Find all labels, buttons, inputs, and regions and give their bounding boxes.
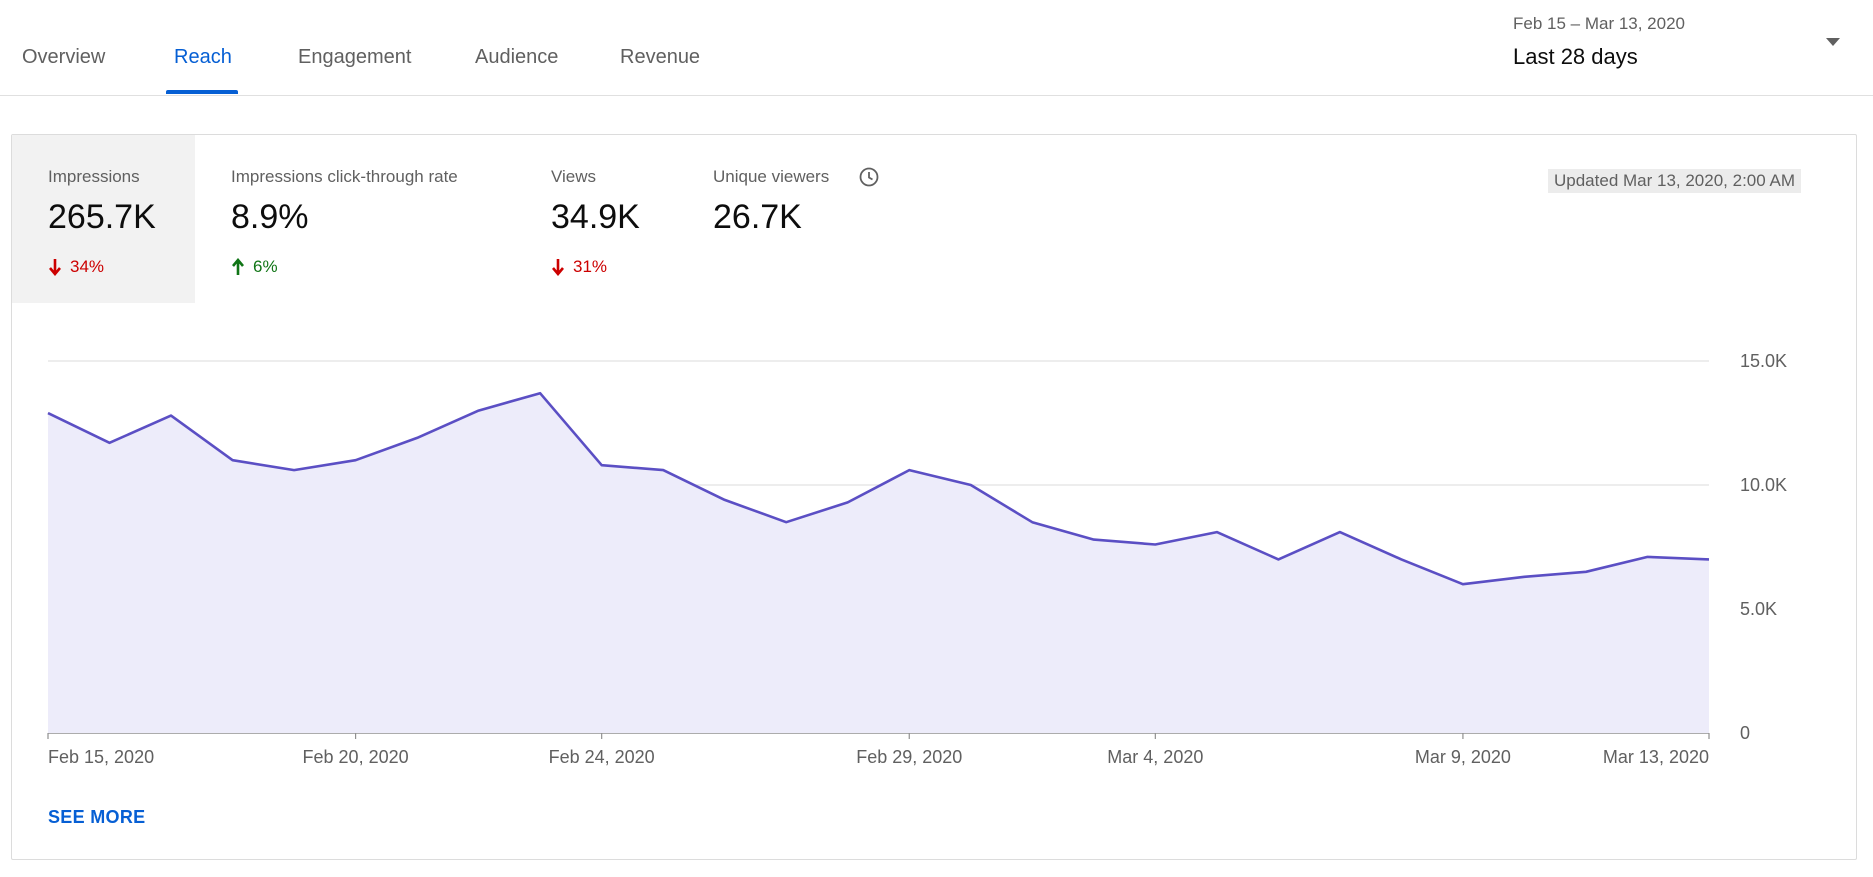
metric-delta: 31% <box>551 257 607 277</box>
metric-delta-value: 31% <box>573 257 608 276</box>
metric-value: 265.7K <box>48 198 156 236</box>
metric-label: Views <box>551 167 597 186</box>
reach-card: Impressions 265.7K 34% Impressions click… <box>11 134 1857 860</box>
chart-line <box>47 391 1710 586</box>
x-tick-label: Feb 29, 2020 <box>856 747 962 767</box>
y-axis-labels: 0 5.0K 10.0K 15.0K <box>1740 351 1787 743</box>
x-tick-label: Mar 9, 2020 <box>1415 747 1511 767</box>
y-tick-label: 0 <box>1740 723 1750 743</box>
tab-audience[interactable]: Audience <box>475 46 559 68</box>
x-tick-label: Mar 4, 2020 <box>1107 747 1203 767</box>
tab-overview[interactable]: Overview <box>22 46 106 68</box>
metric-label: Impressions click-through rate <box>231 167 458 186</box>
arrow-down-icon <box>552 259 564 276</box>
tab-engagement[interactable]: Engagement <box>298 46 412 68</box>
metric-label: Impressions <box>48 167 140 186</box>
x-tick-label: Feb 20, 2020 <box>303 747 409 767</box>
metric-impressions[interactable]: Impressions 265.7K 34% <box>12 135 195 303</box>
metric-label: Unique viewers <box>713 167 830 186</box>
metric-unique-viewers[interactable]: Unique viewers 26.7K <box>677 135 917 303</box>
updated-badge: Updated Mar 13, 2020, 2:00 AM <box>1548 169 1801 193</box>
impressions-chart: 0 5.0K 10.0K 15.0K Feb 15, 2020 Feb 20, 2020… <box>47 351 1787 767</box>
x-tick-label: Mar 13, 2020 <box>1603 747 1709 767</box>
metric-value: 8.9% <box>231 198 309 236</box>
y-tick-label: 15.0K <box>1740 351 1787 371</box>
metric-delta-value: 6% <box>253 257 278 276</box>
see-more-button[interactable]: SEE MORE <box>48 807 146 827</box>
active-tab-indicator <box>166 90 238 94</box>
top-bar: Overview Reach Engagement Audience Reven… <box>0 0 1873 96</box>
metric-value: 26.7K <box>713 198 802 236</box>
date-range-label: Last 28 days <box>1513 44 1638 69</box>
metric-delta: 34% <box>48 257 104 277</box>
clock-icon[interactable] <box>859 167 879 187</box>
x-tick-label: Feb 15, 2020 <box>48 747 154 767</box>
x-axis-labels: Feb 15, 2020 Feb 20, 2020 Feb 24, 2020 Feb … <box>47 733 1710 767</box>
arrow-up-icon <box>232 258 244 275</box>
chart-area <box>48 393 1709 733</box>
metric-ctr[interactable]: Impressions click-through rate 8.9% 6% <box>195 135 515 303</box>
tab-reach[interactable]: Reach <box>174 46 232 68</box>
metric-delta-value: 34% <box>70 257 105 276</box>
chevron-down-icon[interactable] <box>1826 38 1840 46</box>
tab-revenue[interactable]: Revenue <box>620 46 701 68</box>
arrow-down-icon <box>49 259 61 276</box>
metric-value: 34.9K <box>551 198 640 236</box>
date-range-text: Feb 15 – Mar 13, 2020 <box>1513 14 1686 33</box>
y-tick-label: 5.0K <box>1740 599 1777 619</box>
x-tick-label: Feb 24, 2020 <box>549 747 655 767</box>
date-range-selector[interactable]: Feb 15 – Mar 13, 2020 Last 28 days <box>1512 12 1852 74</box>
y-tick-label: 10.0K <box>1740 475 1787 495</box>
metric-delta: 6% <box>231 257 278 277</box>
metric-views[interactable]: Views 34.9K 31% <box>515 135 677 303</box>
